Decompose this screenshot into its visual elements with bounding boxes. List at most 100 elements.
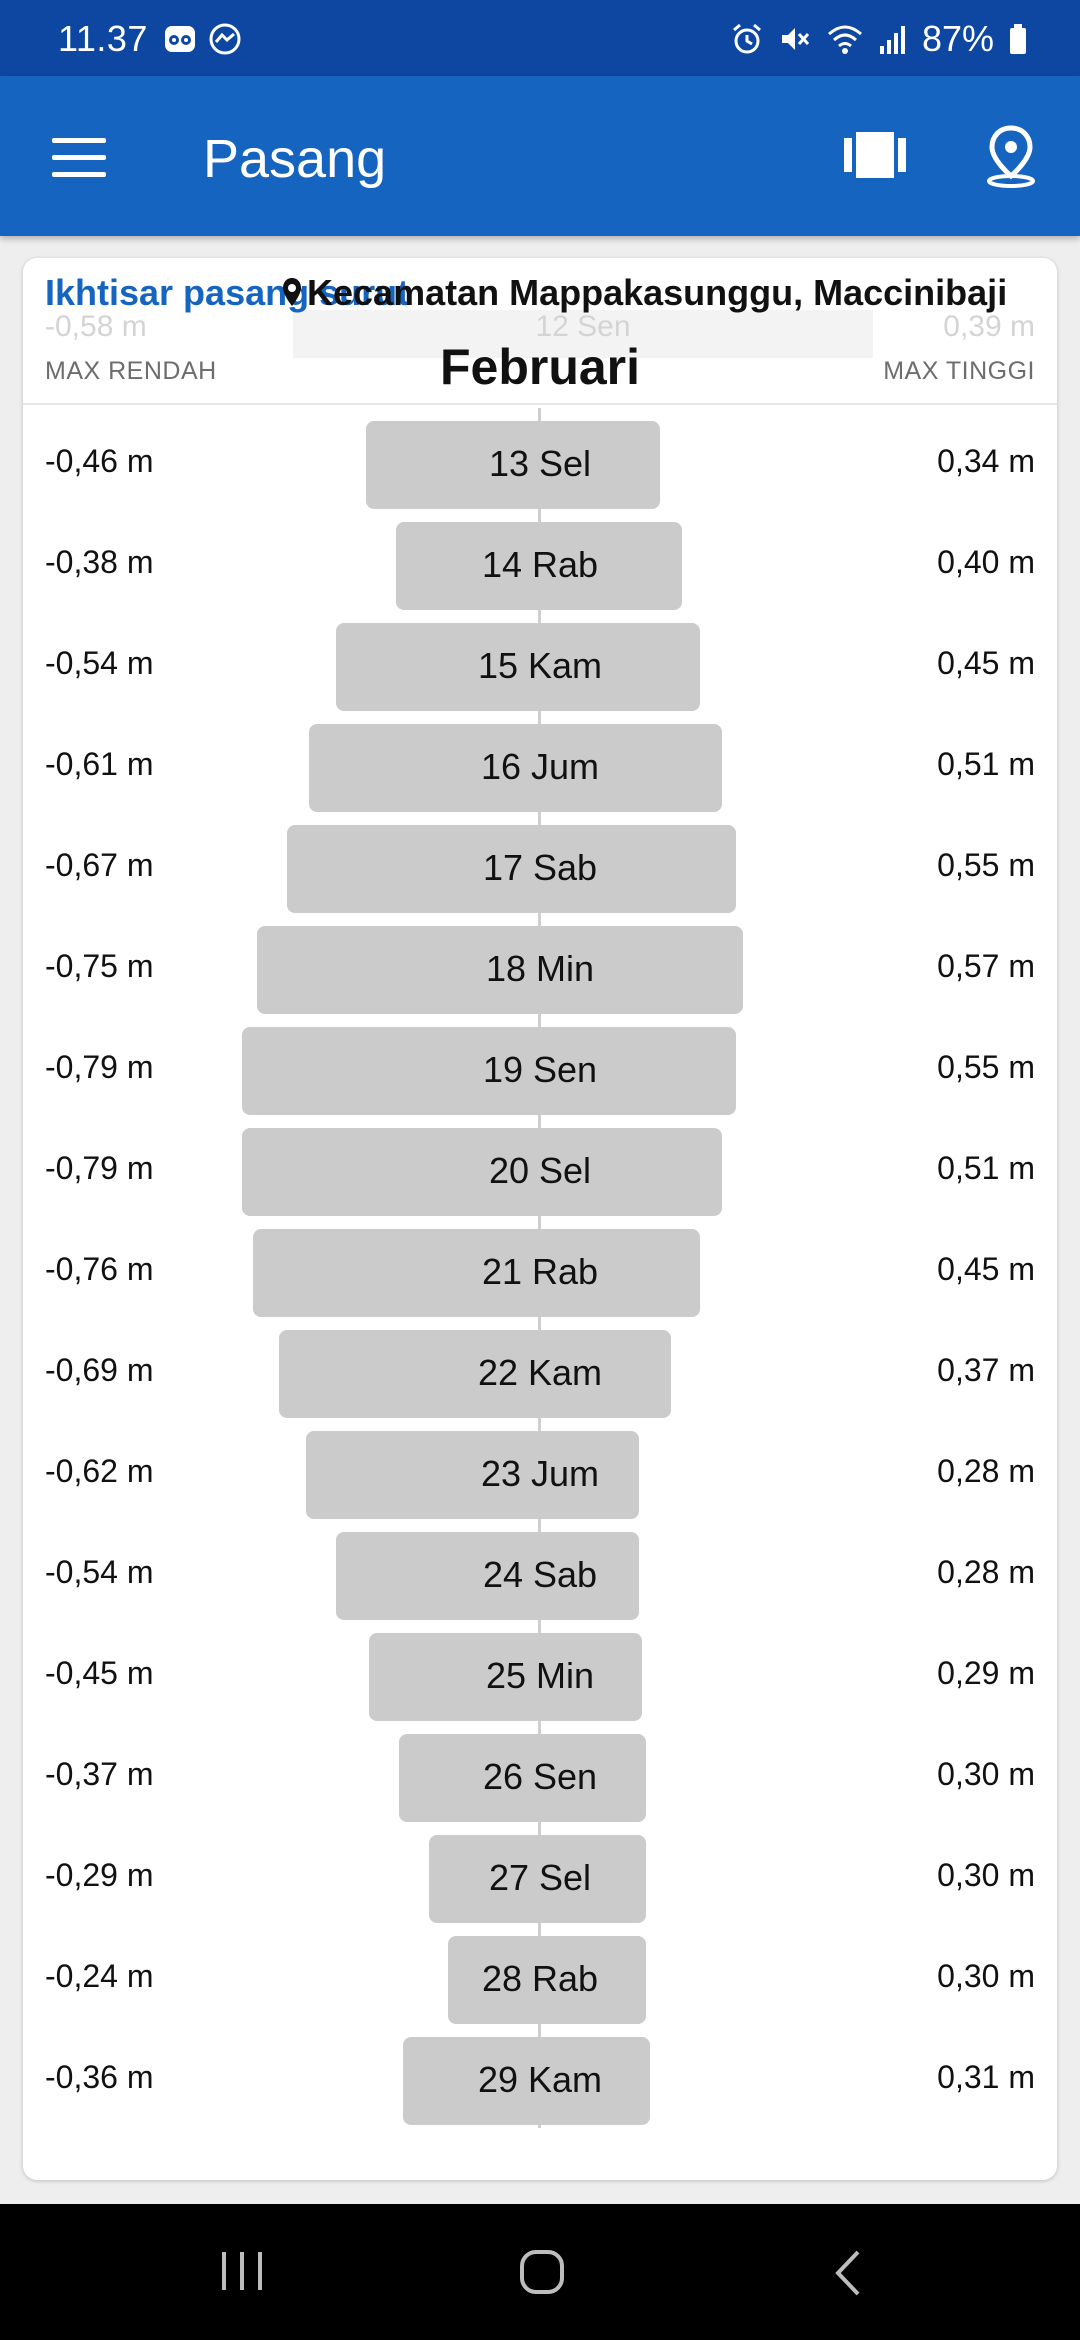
day-label: 22 Kam — [477, 1352, 603, 1393]
day-label: 20 Sel — [488, 1150, 592, 1191]
tide-range-bar — [403, 2037, 650, 2125]
max-high-value: 0,57 m — [937, 948, 1035, 984]
max-low-value: -0,62 m — [45, 1453, 154, 1489]
max-low-value: -0,75 m — [45, 948, 154, 984]
max-high-value: 0,55 m — [937, 1049, 1035, 1085]
tide-row[interactable]: -0,37 m 26 Sen 0,30 m — [23, 1734, 1057, 1822]
system-nav-bar — [0, 2204, 1080, 2340]
tide-row[interactable]: -0,36 m 29 Kam 0,31 m — [23, 2037, 1057, 2125]
tide-row[interactable]: -0,79 m 20 Sel 0,51 m — [23, 1128, 1057, 1216]
tide-row[interactable]: -0,62 m 23 Jum 0,28 m — [23, 1431, 1057, 1519]
tide-row[interactable]: -0,54 m 15 Kam 0,45 m — [23, 623, 1057, 711]
previous-row-ghost: -0,58 m 12 Sen 0,39 m — [23, 310, 1057, 358]
day-label: 27 Sel — [488, 1857, 592, 1898]
location-text: Kecamatan Mappakasunggu, Maccinibaji — [307, 272, 1008, 313]
battery-percent: 87% — [921, 18, 994, 59]
tide-range-bar — [279, 1330, 672, 1418]
tripadvisor-icon — [165, 26, 195, 52]
max-low-value: -0,69 m — [45, 1352, 154, 1388]
max-low-value: -0,24 m — [45, 1958, 154, 1994]
max-high-value: 0,51 m — [937, 746, 1035, 782]
tide-range-bar — [448, 1936, 646, 2024]
max-high-value: 0,34 m — [937, 443, 1035, 479]
max-high-value: 0,30 m — [937, 1857, 1035, 1893]
tide-range-bar — [253, 1229, 700, 1317]
tide-row[interactable]: -0,75 m 18 Min 0,57 m — [23, 926, 1057, 1014]
tide-row[interactable]: -0,54 m 24 Sab 0,28 m — [23, 1532, 1057, 1620]
tide-row[interactable]: -0,76 m 21 Rab 0,45 m — [23, 1229, 1057, 1317]
tide-range-bar — [335, 1532, 639, 1620]
menu-icon[interactable] — [52, 138, 106, 178]
max-high-value: 0,45 m — [937, 645, 1035, 681]
location-icon[interactable] — [985, 124, 1037, 188]
day-label: 14 Rab — [481, 544, 599, 585]
tide-row[interactable]: -0,29 m 27 Sel 0,30 m — [23, 1835, 1057, 1923]
divider — [23, 403, 1057, 405]
messenger-icon — [209, 23, 241, 55]
app-bar: Pasang — [0, 76, 1080, 236]
day-label: 24 Sab — [482, 1554, 598, 1595]
day-label: 23 Jum — [480, 1453, 600, 1494]
day-label: 25 Min — [485, 1655, 595, 1696]
status-time: 11.37 — [58, 18, 148, 59]
max-low-value: -0,46 m — [45, 443, 154, 479]
status-bar: 11.37 87% — [0, 0, 1080, 76]
max-low-header: MAX RENDAH — [45, 357, 217, 385]
tide-rows: -0,46 m 13 Sel 0,34 m -0,38 m 14 Rab 0,40 m -0… — [23, 258, 1057, 2180]
wifi-icon — [827, 25, 862, 54]
tide-range-bar — [305, 1431, 639, 1519]
max-high-value: 0,40 m — [937, 544, 1035, 580]
location-pin-icon — [283, 278, 301, 306]
day-label: 16 Jum — [480, 746, 600, 787]
card-title: Ikhtisar pasang surut — [45, 272, 410, 313]
tide-row[interactable]: -0,46 m 13 Sel 0,34 m — [23, 421, 1057, 509]
location-label[interactable]: Kecamatan Mappakasunggu, Maccinibaji — [281, 272, 1007, 314]
day-label: 13 Sel — [488, 443, 592, 484]
mute-icon — [781, 28, 810, 50]
back-icon[interactable] — [828, 2248, 868, 2298]
view-icon[interactable] — [844, 132, 906, 178]
max-low-value: -0,79 m — [45, 1049, 154, 1085]
max-high-value: 0,37 m — [937, 1352, 1035, 1388]
tide-range-bar — [309, 724, 722, 812]
max-low-value: -0,67 m — [45, 847, 154, 883]
max-high-value: 0,28 m — [937, 1453, 1035, 1489]
max-low-value: -0,36 m — [45, 2059, 154, 2095]
tide-range-bar — [399, 1734, 646, 1822]
max-low-value: -0,79 m — [45, 1150, 154, 1186]
recent-apps-icon[interactable] — [218, 2248, 268, 2294]
tide-range-bar — [286, 825, 736, 913]
max-high-value: 0,45 m — [937, 1251, 1035, 1287]
max-low-value: -0,61 m — [45, 746, 154, 782]
tide-overview-card: -0,58 m 12 Sen 0,39 m Ikhtisar pasang su… — [23, 258, 1057, 2180]
day-label: 26 Sen — [482, 1756, 598, 1797]
tide-row[interactable]: -0,38 m 14 Rab 0,40 m — [23, 522, 1057, 610]
tide-row[interactable]: -0,69 m 22 Kam 0,37 m — [23, 1330, 1057, 1418]
tide-row[interactable]: -0,61 m 16 Jum 0,51 m — [23, 724, 1057, 812]
alarm-icon — [732, 23, 761, 54]
tide-row[interactable]: -0,45 m 25 Min 0,29 m — [23, 1633, 1057, 1721]
max-high-value: 0,31 m — [937, 2059, 1035, 2095]
max-high-value: 0,51 m — [937, 1150, 1035, 1186]
max-high-value: 0,30 m — [937, 1756, 1035, 1792]
tide-range-bar — [241, 1128, 722, 1216]
day-label: 28 Rab — [481, 1958, 599, 1999]
max-high-value: 0,55 m — [937, 847, 1035, 883]
max-low-value: -0,76 m — [45, 1251, 154, 1287]
tide-row[interactable]: -0,24 m 28 Rab 0,30 m — [23, 1936, 1057, 2024]
app-title: Pasang — [203, 129, 387, 189]
max-low-value: -0,54 m — [45, 645, 154, 681]
max-low-value: -0,54 m — [45, 1554, 154, 1590]
day-label: 19 Sen — [482, 1049, 598, 1090]
day-label: 18 Min — [485, 948, 595, 989]
signal-icon — [879, 26, 905, 54]
tide-range-bar — [365, 421, 661, 509]
tide-row[interactable]: -0,79 m 19 Sen 0,55 m — [23, 1027, 1057, 1115]
tide-range-bar — [256, 926, 744, 1014]
battery-icon — [1010, 24, 1026, 54]
max-high-header: MAX TINGGI — [883, 357, 1035, 385]
max-high-value: 0,30 m — [937, 1958, 1035, 1994]
home-icon[interactable] — [518, 2248, 568, 2298]
tide-range-bar — [369, 1633, 643, 1721]
tide-row[interactable]: -0,67 m 17 Sab 0,55 m — [23, 825, 1057, 913]
